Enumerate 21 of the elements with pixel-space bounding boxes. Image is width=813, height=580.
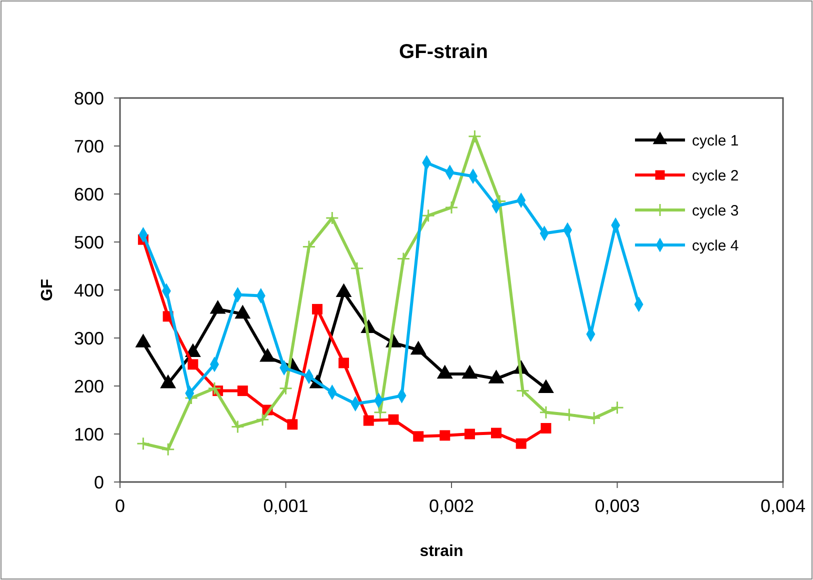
- chart-title: GF-strain: [399, 41, 488, 63]
- y-axis-title: GF: [39, 278, 56, 302]
- x-tick-label: 0,001: [263, 496, 308, 516]
- legend-label: cycle 4: [692, 237, 739, 254]
- legend-label: cycle 2: [692, 167, 739, 184]
- y-tick-label: 0: [94, 472, 104, 492]
- y-tick-label: 400: [74, 280, 104, 300]
- x-axis-title: strain: [420, 543, 464, 560]
- y-tick-label: 100: [74, 424, 104, 444]
- x-tick-label: 0: [114, 496, 126, 516]
- x-tick-label: 0,002: [428, 496, 474, 516]
- x-tick-label: 0,003: [594, 496, 640, 516]
- y-tick-label: 600: [74, 184, 104, 204]
- legend-label: cycle 1: [692, 132, 739, 150]
- y-tick-label: 300: [74, 328, 104, 348]
- y-tick-label: 700: [74, 136, 104, 156]
- y-tick-label: 800: [74, 88, 104, 108]
- x-tick-label: 0,004: [760, 496, 806, 516]
- y-tick-label: 500: [74, 232, 104, 252]
- y-tick-label: 200: [74, 376, 104, 396]
- legend-label: cycle 3: [692, 202, 739, 220]
